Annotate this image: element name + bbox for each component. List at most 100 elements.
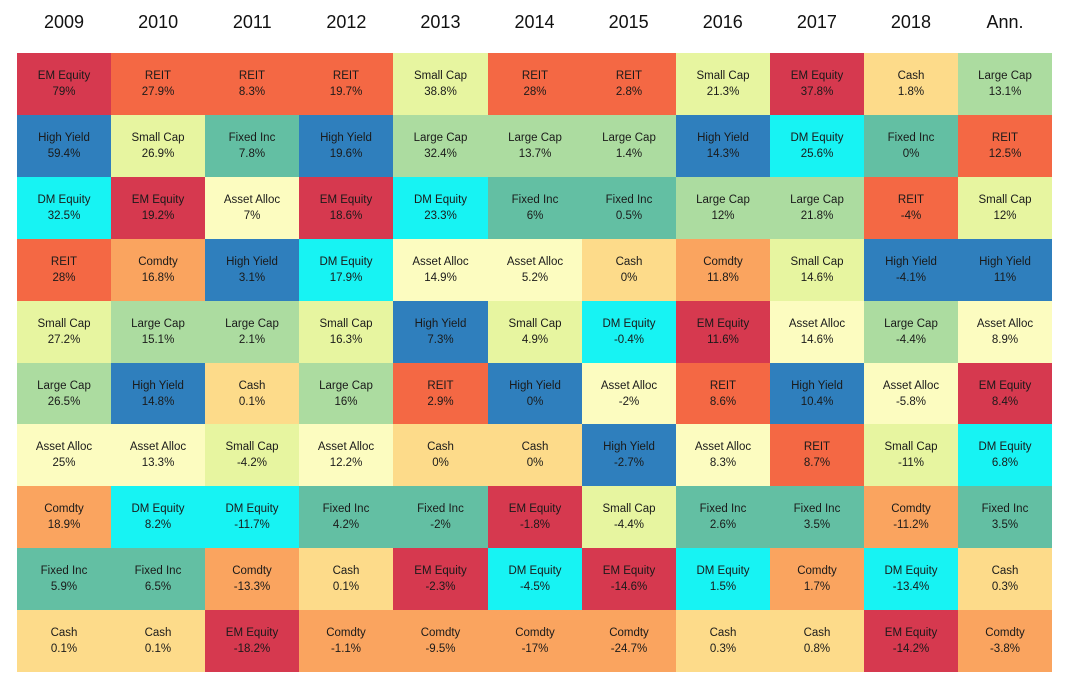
cell-return-value: 14.6% — [800, 272, 834, 284]
heatmap-cell: High Yield 14.3% — [676, 115, 770, 177]
heatmap-cell: DM Equity 1.5% — [676, 548, 770, 610]
heatmap-cell: Fixed Inc 4.2% — [299, 486, 393, 548]
heatmap-cell: Fixed Inc -2% — [393, 486, 488, 548]
heatmap-cell: Cash 0.8% — [770, 610, 864, 672]
cell-asset-label: High Yield — [885, 256, 937, 268]
cell-asset-label: Comdty — [797, 565, 837, 577]
cell-asset-label: DM Equity — [696, 565, 750, 577]
cell-return-value: 32.4% — [424, 148, 457, 160]
cell-asset-label: REIT — [332, 70, 360, 82]
cell-return-value: 12.5% — [988, 148, 1022, 160]
heatmap-cell: Small Cap 26.9% — [111, 115, 205, 177]
heatmap-cell: Small Cap -4.2% — [205, 424, 299, 486]
heatmap-cell: High Yield 11% — [958, 239, 1052, 301]
cell-asset-label: Large Cap — [884, 318, 938, 330]
heatmap-cell: EM Equity 11.6% — [676, 301, 770, 363]
cell-asset-label: Large Cap — [37, 379, 91, 392]
cell-return-value: 11.8% — [707, 272, 739, 284]
cell-return-value: 8.3% — [709, 457, 737, 469]
heatmap-cell: DM Equity -4.5% — [488, 548, 582, 610]
cell-return-value: 7% — [243, 210, 261, 222]
cell-asset-label: Asset Alloc — [317, 441, 375, 453]
cell-return-value: 19.2% — [141, 210, 175, 222]
heatmap-cell: High Yield 59.4% — [17, 115, 111, 177]
heatmap-cell: EM Equity -2.3% — [393, 548, 488, 610]
cell-asset-label: EM Equity — [508, 503, 562, 515]
cell-asset-label: High Yield — [226, 256, 278, 268]
cell-return-value: 12.2% — [329, 457, 363, 469]
cell-asset-label: REIT — [991, 132, 1019, 144]
heatmap-cell: High Yield 0% — [488, 363, 582, 424]
heatmap-cell: Asset Alloc 13.3% — [111, 424, 205, 486]
heatmap-cell: REIT -4% — [864, 177, 958, 239]
cell-return-value: -4.5% — [519, 581, 551, 593]
heatmap-cell: EM Equity -14.2% — [864, 610, 958, 672]
cell-return-value: 14.3% — [706, 148, 740, 160]
cell-asset-label: REIT — [427, 379, 454, 392]
heatmap-cell: Large Cap 15.1% — [111, 301, 205, 363]
heatmap-cell: Asset Alloc 12.2% — [299, 424, 393, 486]
heatmap-cell: Small Cap 12% — [958, 177, 1052, 239]
cell-asset-label: Fixed Inc — [699, 503, 747, 515]
cell-return-value: 1.8% — [897, 86, 925, 98]
cell-return-value: -0.4% — [613, 334, 645, 346]
cell-asset-label: EM Equity — [978, 379, 1032, 392]
cell-asset-label: Fixed Inc — [605, 194, 653, 206]
heatmap-cell: Comdty -24.7% — [582, 610, 676, 672]
heatmap-cell: Large Cap 21.8% — [770, 177, 864, 239]
cell-return-value: 10.4% — [800, 395, 834, 408]
cell-asset-label: Small Cap — [696, 70, 750, 82]
heatmap-cell: Comdty -17% — [488, 610, 582, 672]
heatmap-cell: Comdty -9.5% — [393, 610, 488, 672]
heatmap-cell: Large Cap 16% — [299, 363, 393, 424]
cell-asset-label: Large Cap — [696, 194, 750, 206]
heatmap-cell: EM Equity -18.2% — [205, 610, 299, 672]
cell-asset-label: Large Cap — [790, 194, 844, 206]
column-header: 2013 — [420, 11, 461, 32]
heatmap-cell: REIT 8.3% — [205, 53, 299, 115]
cell-asset-label: High Yield — [603, 441, 655, 453]
cell-asset-label: Small Cap — [319, 318, 373, 330]
cell-return-value: -17% — [521, 643, 549, 655]
heatmap-cell: REIT 19.7% — [299, 53, 393, 115]
cell-return-value: 25.6% — [800, 148, 834, 160]
heatmap-cell: Fixed Inc 6.5% — [111, 548, 205, 610]
cell-return-value: 2.6% — [709, 519, 737, 531]
cell-asset-label: Cash — [991, 565, 1019, 577]
cell-asset-label: Fixed Inc — [322, 503, 370, 515]
heatmap-cell: Asset Alloc 8.3% — [676, 424, 770, 486]
cell-return-value: -13.4% — [892, 581, 930, 593]
cell-asset-label: Comdty — [420, 627, 461, 639]
cell-asset-label: Comdty — [891, 503, 931, 515]
heatmap-cell: EM Equity 18.6% — [299, 177, 393, 239]
cell-asset-label: Cash — [897, 70, 925, 82]
cell-asset-label: DM Equity — [131, 503, 185, 515]
cell-asset-label: Cash — [521, 441, 549, 453]
cell-return-value: 3.5% — [991, 519, 1019, 531]
column-header: 2018 — [890, 11, 931, 32]
heatmap-cell: Cash 0.3% — [958, 548, 1052, 610]
heatmap-cell: DM Equity 17.9% — [299, 239, 393, 301]
heatmap-cell: Comdty -11.2% — [864, 486, 958, 548]
cell-return-value: -13.3% — [233, 581, 271, 593]
heatmap-cell: Fixed Inc 7.8% — [205, 115, 299, 177]
cell-return-value: 26.5% — [47, 395, 81, 408]
cell-asset-label: Large Cap — [131, 318, 185, 330]
cell-return-value: 16.8% — [141, 272, 175, 284]
cell-return-value: 8.3% — [238, 86, 266, 98]
cell-return-value: 4.2% — [332, 519, 360, 531]
column-header: 2015 — [608, 11, 649, 32]
cell-return-value: 11.6% — [707, 334, 739, 346]
cell-return-value: 14.9% — [424, 272, 457, 284]
heatmap-cell: Asset Alloc 8.9% — [958, 301, 1052, 363]
cell-asset-label: REIT — [521, 70, 549, 82]
heatmap-cell: Fixed Inc 0.5% — [582, 177, 676, 239]
cell-asset-label: DM Equity — [978, 441, 1032, 453]
heatmap-cell: Small Cap -11% — [864, 424, 958, 486]
cell-asset-label: REIT — [709, 379, 737, 392]
cell-return-value: -9.5% — [425, 643, 456, 655]
heatmap-cell: Cash 0% — [488, 424, 582, 486]
cell-return-value: -4.4% — [613, 519, 645, 531]
cell-return-value: 1.7% — [803, 581, 831, 593]
heatmap-cell: REIT 28% — [17, 239, 111, 301]
